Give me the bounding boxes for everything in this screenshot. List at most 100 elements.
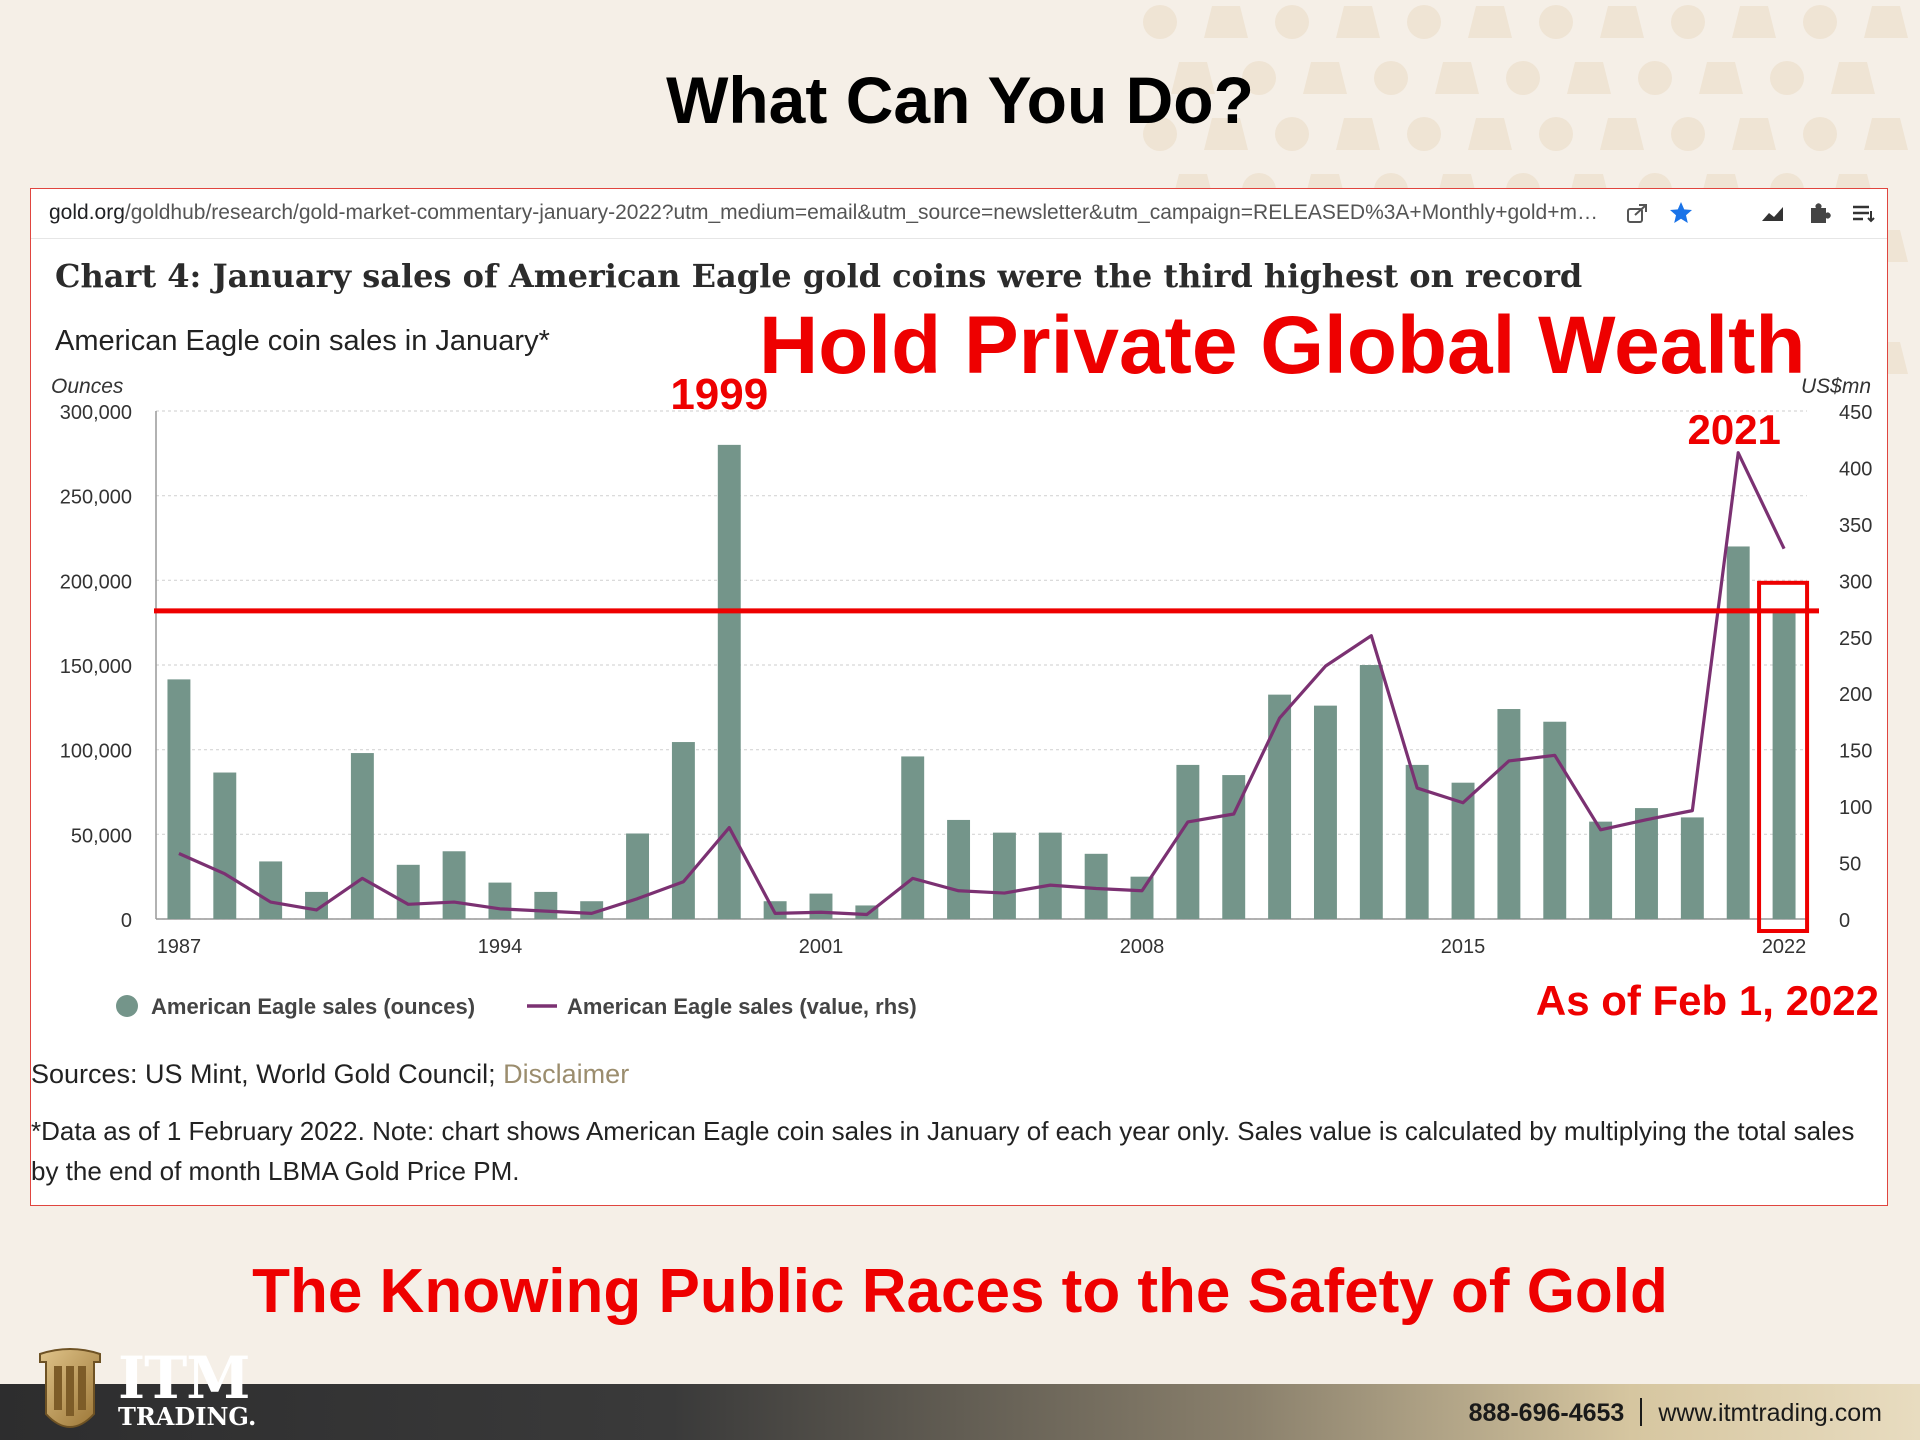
legend-line-label: American Eagle sales (value, rhs) [567, 994, 917, 1019]
pattern-coin [1770, 61, 1804, 95]
bar-1990 [305, 891, 328, 919]
pattern-coin [1143, 117, 1177, 151]
bar-2020 [1680, 817, 1704, 919]
pattern-coin [1407, 117, 1441, 151]
bar-2022 [1772, 609, 1796, 919]
pattern-coin [1374, 61, 1408, 95]
footer-website[interactable]: www.itmtrading.com [1658, 1399, 1882, 1427]
y-right-tick-label: 350 [1839, 515, 1872, 537]
browser-address-bar[interactable]: gold.org/goldhub/research/gold-market-co… [31, 189, 1887, 239]
pattern-coin [1638, 61, 1672, 95]
bar-2012 [1313, 705, 1337, 919]
stats-icon[interactable] [1759, 199, 1787, 227]
bar-2007 [1084, 853, 1108, 919]
pattern-bar [1600, 6, 1644, 38]
bar-1988 [213, 772, 237, 919]
y-left-tick-label: 200,000 [60, 571, 132, 593]
bar-2001 [809, 893, 833, 919]
bar-2004 [947, 819, 971, 919]
value-line [178, 451, 1786, 917]
pattern-bar [1732, 118, 1776, 150]
reading-list-icon[interactable] [1849, 199, 1877, 227]
x-tick-label: 2008 [1120, 936, 1165, 958]
bar-2010 [1222, 775, 1246, 919]
pattern-coin [1539, 117, 1573, 151]
pattern-bar [1435, 62, 1479, 94]
bar-2018 [1589, 821, 1613, 919]
bar-1995 [534, 891, 558, 919]
footer-contact: 888-696-4653 www.itmtrading.com [1469, 1398, 1882, 1428]
pattern-coin [1803, 117, 1837, 151]
pattern-coin [1671, 117, 1705, 151]
chart-subtitle: American Eagle coin sales in January* [55, 325, 550, 357]
highlight-box-2022 [1757, 580, 1810, 933]
bar-2011 [1268, 694, 1292, 919]
y-left-tick-label: 100,000 [60, 741, 132, 763]
bar-2014 [1405, 764, 1429, 919]
y-right-tick-label: 450 [1839, 402, 1872, 424]
x-tick-label: 1987 [157, 936, 202, 958]
y-right-tick-label: 200 [1839, 684, 1872, 706]
bookmark-star-icon[interactable] [1667, 199, 1695, 227]
x-tick-label: 2015 [1441, 936, 1486, 958]
y-left-axis-title: Ounces [51, 375, 124, 398]
y-right-tick-label: 300 [1839, 571, 1872, 593]
pattern-bar [1336, 6, 1380, 38]
slide-tagline: The Knowing Public Races to the Safety o… [252, 1257, 1668, 1326]
sources-line: Sources: US Mint, World Gold Council; Di… [31, 1059, 629, 1090]
y-left-tick-label: 50,000 [71, 825, 132, 847]
bar-1991 [350, 753, 374, 919]
pattern-coin [1275, 5, 1309, 39]
pattern-bar [1732, 6, 1776, 38]
pattern-bar [1204, 6, 1248, 38]
bar-1989 [259, 861, 283, 919]
legend-bar-label: American Eagle sales (ounces) [151, 994, 475, 1019]
pattern-bar [1699, 62, 1743, 94]
footer-separator [1640, 1398, 1643, 1426]
pattern-coin [1671, 5, 1705, 39]
y-right-tick-label: 50 [1839, 854, 1861, 876]
y-right-tick-label: 100 [1839, 797, 1872, 819]
bar-2019 [1635, 808, 1658, 919]
footer-phone[interactable]: 888-696-4653 [1468, 1399, 1625, 1427]
bar-1994 [488, 882, 512, 919]
y-left-tick-label: 150,000 [60, 656, 132, 678]
bar-1987 [167, 679, 191, 919]
legend-bar-marker [116, 995, 138, 1017]
pattern-bar [1171, 62, 1215, 94]
x-tick-label: 1994 [478, 936, 523, 958]
bar-2006 [1038, 832, 1062, 919]
chart-note: *Data as of 1 February 2022. Note: chart… [31, 1116, 1855, 1186]
bar-2013 [1359, 665, 1383, 919]
annotation-1999: 1999 [670, 370, 768, 419]
pattern-bar [1303, 62, 1347, 94]
extensions-icon[interactable] [1805, 199, 1833, 227]
pattern-bar [1468, 6, 1512, 38]
annotation-2021: 2021 [1687, 406, 1780, 453]
pattern-coin [1803, 5, 1837, 39]
bar-2016 [1497, 709, 1521, 919]
pattern-bar [1336, 118, 1380, 150]
pattern-bar [1567, 62, 1611, 94]
y-right-axis-title: US$mn [1801, 375, 1871, 398]
y-right-tick-label: 150 [1839, 741, 1872, 763]
x-tick-label: 2001 [799, 936, 844, 958]
eagle-sales-chart: 0 50,000 100,000 150,000 200,000 250,000 300,0… [51, 370, 1879, 1024]
sources-text: Sources: US Mint, World Gold Council; [31, 1059, 504, 1089]
y-right-tick-label: 400 [1839, 458, 1872, 480]
annotation-as-of: As of Feb 1, 2022 [1536, 977, 1879, 1024]
share-icon[interactable] [1623, 199, 1651, 227]
x-tick-label: 2022 [1762, 936, 1807, 958]
pattern-bar [1831, 62, 1875, 94]
pattern-coin [1539, 5, 1573, 39]
bar-1999 [717, 444, 741, 919]
bar-1998 [671, 742, 695, 919]
pattern-coin [1143, 5, 1177, 39]
bar-2008 [1130, 876, 1154, 919]
chart-title: Chart 4: January sales of American Eagle… [55, 257, 1583, 295]
pattern-bar [1864, 6, 1908, 38]
chart-panel: gold.org/goldhub/research/gold-market-co… [30, 188, 1888, 1206]
disclaimer-link[interactable]: Disclaimer [503, 1059, 630, 1089]
pattern-coin [1242, 61, 1276, 95]
bar-2017 [1543, 721, 1567, 919]
